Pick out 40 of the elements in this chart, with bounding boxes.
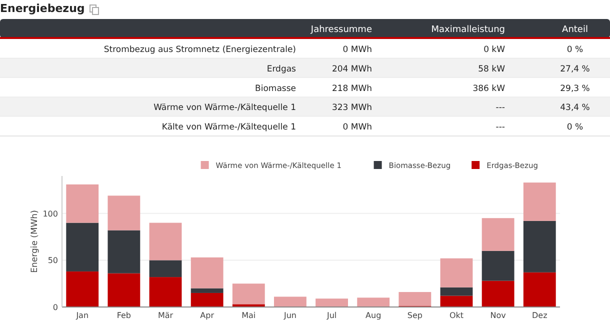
text: 204 MWh bbox=[332, 64, 372, 74]
text: 43,4 % bbox=[560, 103, 590, 114]
text: 27,4 % bbox=[560, 64, 590, 74]
category-label: Wärme von Wärme-/Kältequelle 1 bbox=[154, 103, 296, 114]
category-label: Maximalleistung bbox=[431, 25, 505, 35]
x-tick-label: Feb bbox=[116, 311, 132, 320]
x-tick-label: Nov bbox=[490, 311, 506, 320]
text: --- bbox=[496, 103, 505, 114]
text: --- bbox=[496, 122, 505, 133]
x-tick-label: Apr bbox=[200, 311, 215, 320]
text: 0 % bbox=[566, 45, 584, 55]
x-tick-label: Jan bbox=[75, 311, 89, 320]
text: 58 kW bbox=[478, 64, 505, 74]
x-tick-label: Aug bbox=[366, 311, 382, 320]
x-tick-label: Mai bbox=[242, 311, 256, 320]
category-label: Kälte von Wärme-/Kältequelle 1 bbox=[162, 122, 296, 133]
x-tick-label: Jun bbox=[282, 311, 296, 320]
y-tick-label: 0 bbox=[52, 303, 58, 312]
text: 323 MWh bbox=[332, 103, 372, 114]
text: 0 MWh bbox=[342, 122, 372, 133]
category-label: Strombezug aus Stromnetz (Energiezentrale) bbox=[104, 45, 296, 55]
x-tick-label: Jul bbox=[326, 311, 337, 320]
text: 29,3 % bbox=[560, 84, 590, 94]
x-tick-label: Okt bbox=[449, 311, 464, 320]
category-label: Jahressumme bbox=[310, 25, 372, 35]
category-label: Biomasse bbox=[255, 84, 296, 94]
category-label: Anteil bbox=[562, 25, 588, 35]
text: 0 MWh bbox=[342, 45, 372, 55]
x-tick-label: Mär bbox=[158, 311, 174, 320]
text: Energiebezug bbox=[0, 2, 85, 15]
text: 0 kW bbox=[484, 45, 505, 55]
text: 386 kW bbox=[472, 84, 505, 94]
x-tick-label: Sep bbox=[407, 311, 422, 320]
text: 0 % bbox=[566, 122, 584, 133]
y-tick-label: 100 bbox=[42, 209, 58, 218]
y-axis-title: Energie (MWh) bbox=[30, 210, 40, 273]
category-label: Erdgas bbox=[266, 64, 296, 74]
x-tick-label: Dez bbox=[532, 311, 548, 320]
text: 218 MWh bbox=[332, 84, 372, 94]
y-tick-label: 50 bbox=[48, 256, 58, 266]
